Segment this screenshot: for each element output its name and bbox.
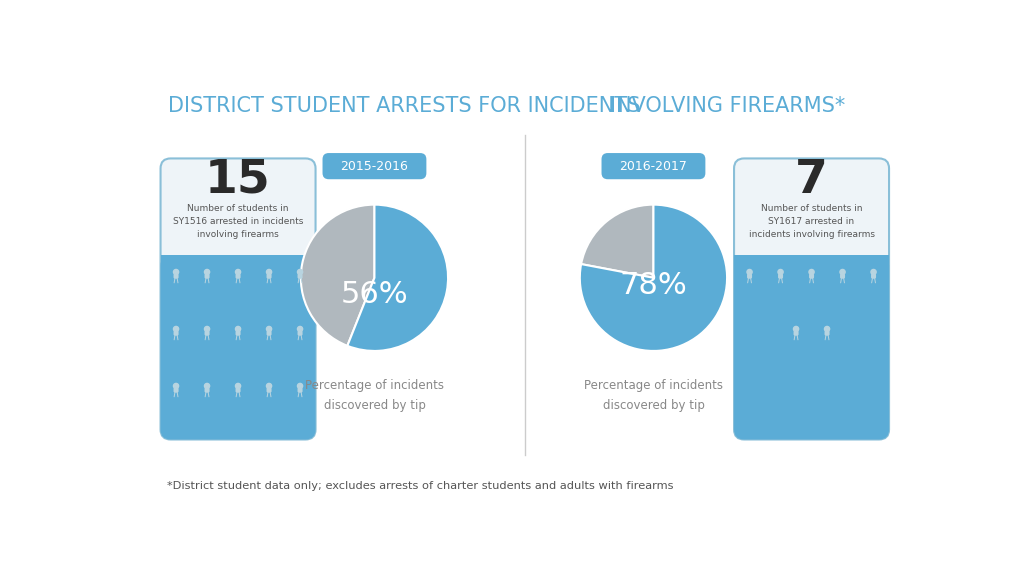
Text: 56%: 56% [341, 281, 409, 309]
FancyBboxPatch shape [161, 255, 315, 439]
Circle shape [871, 270, 877, 275]
Bar [734, 255, 889, 266]
FancyBboxPatch shape [205, 331, 210, 336]
FancyBboxPatch shape [298, 388, 302, 393]
FancyBboxPatch shape [809, 274, 814, 279]
FancyBboxPatch shape [824, 331, 829, 336]
Text: Number of students in
SY1617 arrested in
incidents involving firearms: Number of students in SY1617 arrested in… [749, 204, 874, 239]
Wedge shape [582, 204, 653, 278]
FancyBboxPatch shape [266, 388, 271, 393]
Circle shape [746, 270, 753, 275]
Circle shape [297, 270, 303, 275]
FancyBboxPatch shape [323, 153, 426, 179]
Text: 2015-2016: 2015-2016 [341, 160, 409, 173]
Text: 78%: 78% [620, 271, 687, 300]
FancyBboxPatch shape [266, 331, 271, 336]
Circle shape [205, 270, 210, 275]
FancyBboxPatch shape [778, 274, 783, 279]
Circle shape [266, 270, 271, 275]
FancyBboxPatch shape [173, 331, 178, 336]
Circle shape [840, 270, 845, 275]
Circle shape [173, 327, 178, 332]
Bar [161, 255, 315, 266]
FancyBboxPatch shape [205, 388, 210, 393]
Circle shape [236, 270, 241, 275]
FancyBboxPatch shape [236, 331, 241, 336]
FancyBboxPatch shape [161, 158, 315, 439]
FancyBboxPatch shape [871, 274, 877, 279]
FancyBboxPatch shape [173, 274, 178, 279]
FancyBboxPatch shape [601, 153, 706, 179]
Text: Number of students in
SY1516 arrested in incidents
involving firearms: Number of students in SY1516 arrested in… [173, 204, 303, 239]
Text: 15: 15 [205, 157, 271, 203]
FancyBboxPatch shape [734, 158, 889, 439]
FancyBboxPatch shape [748, 274, 752, 279]
Text: Percentage of incidents
discovered by tip: Percentage of incidents discovered by ti… [584, 380, 723, 412]
Circle shape [266, 327, 271, 332]
FancyBboxPatch shape [236, 274, 241, 279]
Circle shape [297, 384, 303, 389]
Circle shape [205, 384, 210, 389]
FancyBboxPatch shape [298, 331, 302, 336]
FancyBboxPatch shape [173, 388, 178, 393]
Text: Percentage of incidents
discovered by tip: Percentage of incidents discovered by ti… [305, 380, 444, 412]
Circle shape [173, 384, 178, 389]
Circle shape [173, 270, 178, 275]
Circle shape [236, 384, 241, 389]
FancyBboxPatch shape [734, 255, 889, 439]
Circle shape [297, 327, 303, 332]
FancyBboxPatch shape [266, 274, 271, 279]
Circle shape [205, 327, 210, 332]
Circle shape [236, 327, 241, 332]
Wedge shape [301, 204, 375, 346]
FancyBboxPatch shape [205, 274, 210, 279]
Circle shape [794, 327, 799, 332]
Circle shape [824, 327, 829, 332]
Wedge shape [347, 204, 449, 351]
FancyBboxPatch shape [794, 331, 799, 336]
Circle shape [778, 270, 783, 275]
Text: *District student data only; excludes arrests of charter students and adults wit: *District student data only; excludes ar… [167, 481, 673, 491]
FancyBboxPatch shape [298, 274, 302, 279]
Circle shape [809, 270, 814, 275]
Text: 2016-2017: 2016-2017 [620, 160, 687, 173]
Wedge shape [580, 204, 727, 351]
Text: 7: 7 [795, 157, 828, 203]
Text: DISTRICT STUDENT ARRESTS FOR INCIDENTS: DISTRICT STUDENT ARRESTS FOR INCIDENTS [168, 96, 641, 116]
Circle shape [266, 384, 271, 389]
FancyBboxPatch shape [236, 388, 241, 393]
FancyBboxPatch shape [840, 274, 845, 279]
Text: INVOLVING FIREARMS*: INVOLVING FIREARMS* [610, 96, 845, 116]
